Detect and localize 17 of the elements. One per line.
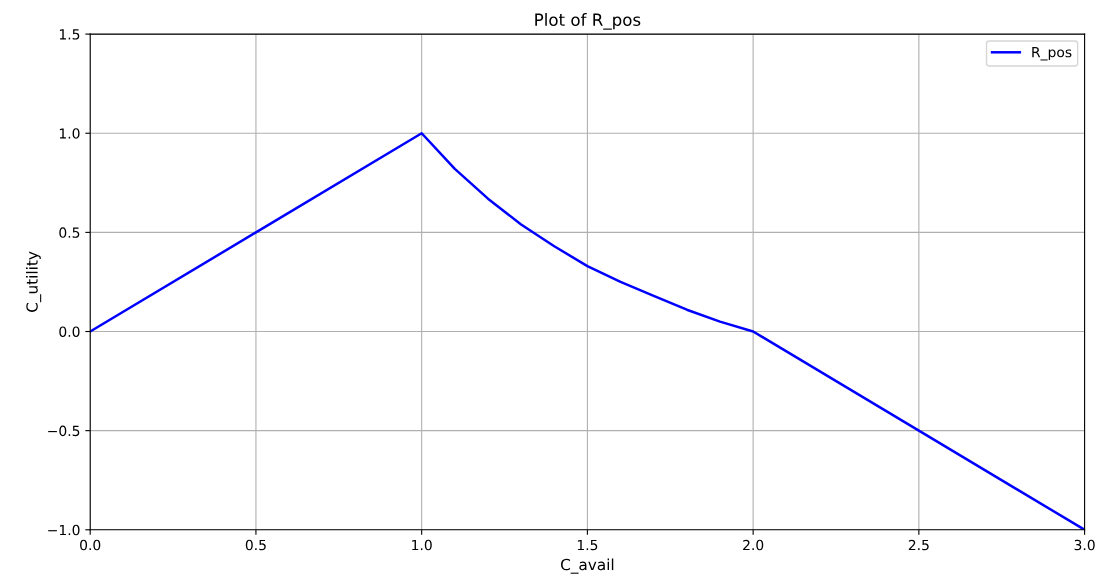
x-tick-label: 0.0 <box>80 539 101 551</box>
x-axis-title: C_avail <box>560 558 614 574</box>
y-tick-label: −0.5 <box>48 425 80 437</box>
y-axis-title: C_utility <box>25 251 42 312</box>
chart-title: Plot of R_pos <box>535 13 641 30</box>
y-tick-label: 1.5 <box>59 29 80 40</box>
x-tick-label: 2.0 <box>743 539 764 551</box>
y-tick-label: −1.0 <box>48 524 80 536</box>
x-tick-label: 2.5 <box>908 539 929 551</box>
x-tick-label: 1.0 <box>412 539 432 551</box>
y-tick-label: 0.5 <box>59 227 80 238</box>
legend-label: R_pos <box>1032 47 1072 61</box>
y-tick-label: 1.0 <box>59 128 80 139</box>
x-tick-label: 3.0 <box>1074 539 1095 551</box>
y-tick-label: 0.0 <box>59 326 80 337</box>
x-tick-label: 1.5 <box>577 539 598 551</box>
x-tick-label: 0.5 <box>245 539 266 551</box>
